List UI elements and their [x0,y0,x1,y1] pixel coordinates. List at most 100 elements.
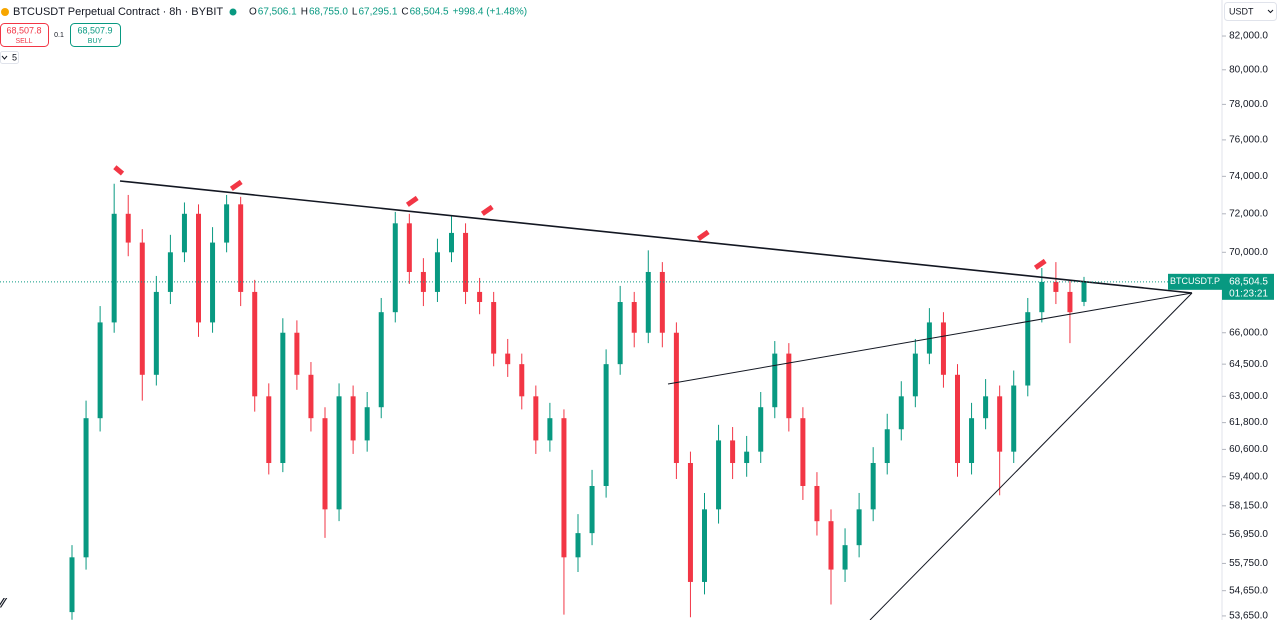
candle-body [322,418,328,510]
candle-body [645,271,651,333]
candle-body [1067,291,1073,313]
candle-body [800,418,806,486]
hammer-icon [113,165,125,176]
ohlc-value: 67,506.1 [258,7,297,18]
candle-body [364,407,370,441]
candle-body [83,418,89,558]
y-tick-label: 80,000.0 [1229,64,1268,75]
symbol-icon [1,8,9,16]
currency: USDT [1229,6,1254,16]
candle-body [814,485,820,522]
candle-body [1053,281,1059,292]
candle-body [730,440,736,464]
buy-price: 68,507.9 [77,25,112,35]
candle-body [308,374,314,419]
ohlc-value: 67,295.1 [358,7,397,18]
chevron [1267,9,1274,14]
candle-body [716,440,722,510]
symbol-tag [1168,273,1222,290]
candle-body [125,213,131,243]
candle-body [589,485,595,534]
hammer-icon [696,229,710,241]
ohlc-label: L [352,7,358,18]
sell-price: 68,507.8 [6,25,41,35]
candle-body [926,322,932,354]
candle-body [912,353,918,397]
candle-body [702,509,707,582]
ohlc-label: O [249,7,257,18]
candle-body [449,232,454,253]
y-tick-label: 60,600.0 [1229,444,1268,455]
candle-body [1039,281,1045,313]
candle-body [69,557,75,613]
candle-body [603,364,609,486]
hammer-icon [405,195,419,207]
candle-body [266,396,272,464]
currency-select[interactable] [1224,2,1277,21]
y-tick-label: 54,650.0 [1229,585,1268,596]
candle-body [997,396,1003,452]
candle-body [856,509,862,546]
candle-body [463,232,469,292]
candle-body [673,332,679,464]
price-tag-text: 68,504.5 [1229,276,1268,287]
candle-body [491,302,497,354]
change-label: +998.4 (+1.48%) [453,7,528,18]
candle-body [167,252,173,292]
candle-body [97,322,103,419]
candle-body [884,429,890,464]
candle-body [561,418,567,558]
candle-body [252,291,258,397]
candle-body [898,396,904,430]
sell-button[interactable] [0,23,49,47]
candle-body [111,213,117,323]
hammer-icon [480,204,494,216]
indicator-toggle[interactable] [0,51,19,64]
y-tick-label: 63,000.0 [1229,391,1268,402]
logo: ⁄⁄ [0,595,7,611]
candle-body [631,302,637,333]
candle-body [224,204,230,243]
market-status [229,8,237,16]
y-tick-label: 70,000.0 [1229,247,1268,258]
candle-body [181,213,187,253]
trendline [119,180,1193,294]
y-tick-label: 72,000.0 [1229,208,1268,219]
y-tick-label: 66,000.0 [1229,327,1268,338]
candle-body [280,332,286,464]
candle-body [575,533,581,558]
candle-body [828,521,834,570]
candle-body [983,396,989,419]
candle-body [533,396,539,441]
hammer-icon [1033,258,1047,270]
candle-body [786,353,792,419]
y-tick-label: 74,000.0 [1229,171,1268,182]
candle-body [1011,385,1017,452]
candle-body [758,407,764,452]
ohlc-value: 68,755.0 [309,7,348,18]
buy-button[interactable] [70,23,121,47]
candle-body [519,364,525,397]
candle-body [153,291,159,375]
candle-body [659,271,665,333]
candle-body [505,353,511,365]
indicator-count: 5 [12,52,17,62]
y-tick-label: 59,400.0 [1229,471,1268,482]
candle-body [940,322,946,375]
countdown-text: 01:23:21 [1229,288,1268,299]
candle-body [406,223,412,272]
y-tick-label: 78,000.0 [1229,99,1268,110]
y-tick-label: 58,150.0 [1229,500,1268,511]
candle-body [294,332,300,375]
buy-label: BUY [88,38,103,45]
quantity: 0.1 [54,32,64,39]
candle-body [350,396,356,441]
candle-body [238,204,244,292]
candle-body [687,463,693,582]
y-tick-label: 56,950.0 [1229,529,1268,540]
price-tag [1222,273,1274,300]
candle-body [1081,281,1087,302]
chart-title: BTCUSDT Perpetual Contract · 8h · BYBIT [13,6,223,18]
hammer-icon [229,179,243,191]
